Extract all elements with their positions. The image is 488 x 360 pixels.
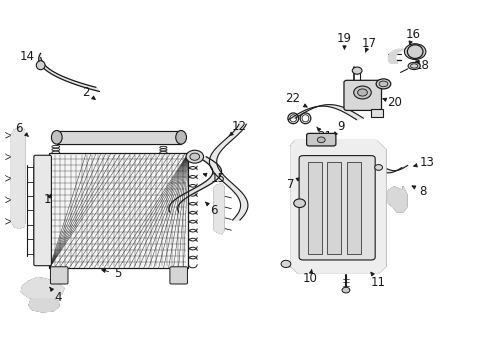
Circle shape (404, 44, 425, 59)
Circle shape (189, 153, 199, 160)
FancyBboxPatch shape (50, 267, 68, 284)
Bar (370, 109, 383, 117)
Text: 11: 11 (370, 272, 386, 289)
Polygon shape (209, 124, 247, 220)
Circle shape (342, 287, 349, 293)
Ellipse shape (36, 61, 45, 70)
Text: 15: 15 (203, 172, 224, 185)
Text: 21: 21 (316, 127, 332, 143)
Polygon shape (11, 128, 25, 228)
Text: 6: 6 (205, 202, 218, 217)
Bar (57, 131, 181, 144)
Text: 8: 8 (411, 185, 426, 198)
Bar (346, 162, 360, 253)
Polygon shape (290, 140, 385, 273)
Polygon shape (29, 299, 59, 312)
FancyBboxPatch shape (34, 155, 51, 266)
Text: 18: 18 (414, 59, 429, 72)
FancyBboxPatch shape (299, 156, 374, 260)
Bar (49, 153, 188, 268)
Bar (307, 162, 321, 253)
Polygon shape (168, 157, 221, 212)
Circle shape (185, 150, 203, 163)
Text: 16: 16 (405, 28, 419, 45)
Bar (327, 162, 340, 253)
Polygon shape (21, 278, 64, 300)
Text: 10: 10 (302, 269, 317, 285)
Text: 3: 3 (102, 131, 121, 144)
Ellipse shape (51, 131, 62, 144)
Text: 13: 13 (413, 156, 434, 169)
Text: 20: 20 (382, 96, 401, 109)
Text: 1: 1 (43, 193, 51, 206)
Ellipse shape (407, 62, 419, 69)
FancyBboxPatch shape (306, 134, 335, 146)
Circle shape (374, 165, 382, 170)
FancyBboxPatch shape (343, 80, 381, 111)
Text: 19: 19 (336, 32, 351, 49)
Circle shape (281, 260, 290, 267)
Circle shape (293, 199, 305, 207)
Circle shape (353, 86, 370, 99)
Polygon shape (214, 184, 224, 234)
Text: 4: 4 (50, 287, 62, 304)
Text: 12: 12 (229, 121, 246, 136)
Text: 17: 17 (361, 36, 376, 52)
Text: 14: 14 (20, 50, 41, 68)
Polygon shape (39, 53, 99, 91)
Ellipse shape (375, 79, 390, 89)
Text: 9: 9 (333, 121, 344, 135)
FancyBboxPatch shape (169, 267, 187, 284)
Text: 7: 7 (286, 177, 299, 191)
Circle shape (351, 67, 361, 74)
Polygon shape (387, 187, 406, 212)
Polygon shape (288, 105, 363, 120)
Circle shape (317, 137, 325, 143)
Polygon shape (387, 49, 407, 63)
Circle shape (357, 89, 366, 96)
Polygon shape (374, 165, 407, 173)
Text: 22: 22 (284, 92, 306, 107)
Text: 5: 5 (102, 267, 121, 280)
Text: 6: 6 (16, 122, 28, 136)
Ellipse shape (175, 131, 186, 144)
Text: 2: 2 (82, 86, 95, 99)
Ellipse shape (378, 81, 387, 87)
